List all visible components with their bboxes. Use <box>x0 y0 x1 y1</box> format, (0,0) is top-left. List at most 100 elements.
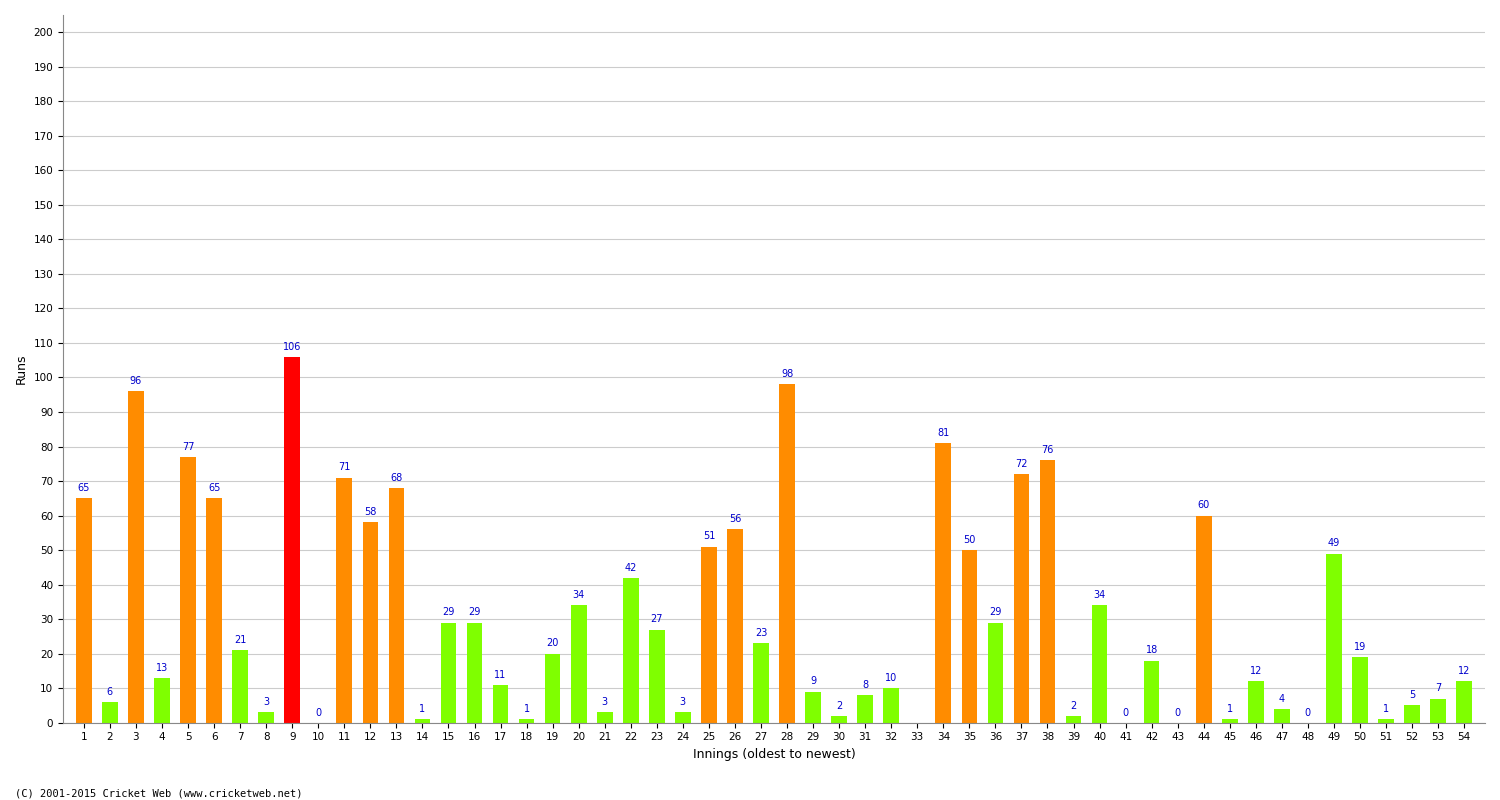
Text: 6: 6 <box>106 687 112 697</box>
Bar <box>466 622 483 722</box>
Text: 65: 65 <box>209 483 220 493</box>
Text: 19: 19 <box>1354 642 1366 652</box>
Bar <box>285 357 300 722</box>
Bar <box>1378 719 1394 722</box>
Bar <box>492 685 508 722</box>
Bar <box>728 530 742 722</box>
Bar <box>1092 606 1107 722</box>
Bar <box>363 522 378 722</box>
Text: 13: 13 <box>156 662 168 673</box>
Text: 10: 10 <box>885 673 897 683</box>
Text: 65: 65 <box>78 483 90 493</box>
Bar <box>675 712 690 722</box>
Text: 1: 1 <box>1383 704 1389 714</box>
Bar <box>1352 657 1368 722</box>
Bar <box>1274 709 1290 722</box>
Text: 29: 29 <box>468 607 480 618</box>
Bar <box>884 688 898 722</box>
Text: 4: 4 <box>1280 694 1286 704</box>
Bar <box>128 391 144 722</box>
Text: 0: 0 <box>315 707 321 718</box>
Bar <box>76 498 92 722</box>
Text: 0: 0 <box>1305 707 1311 718</box>
X-axis label: Innings (oldest to newest): Innings (oldest to newest) <box>693 748 855 761</box>
Text: 72: 72 <box>1016 459 1028 469</box>
Bar <box>936 443 951 722</box>
Text: 77: 77 <box>182 442 195 452</box>
Text: 96: 96 <box>130 376 142 386</box>
Bar <box>544 654 561 722</box>
Bar <box>258 712 274 722</box>
Text: 34: 34 <box>1094 590 1106 600</box>
Bar <box>700 546 717 722</box>
Text: 27: 27 <box>651 614 663 624</box>
Bar <box>207 498 222 722</box>
Text: 12: 12 <box>1250 666 1262 676</box>
Text: 106: 106 <box>284 342 302 351</box>
Bar <box>1065 716 1082 722</box>
Text: 49: 49 <box>1328 538 1340 548</box>
Bar <box>962 550 976 722</box>
Bar <box>806 692 820 722</box>
Bar <box>1248 682 1263 722</box>
Bar <box>987 622 1004 722</box>
Bar <box>102 702 117 722</box>
Bar <box>232 650 248 722</box>
Text: 20: 20 <box>546 638 560 649</box>
Text: 34: 34 <box>573 590 585 600</box>
Bar <box>154 678 170 722</box>
Text: 5: 5 <box>1408 690 1414 700</box>
Bar <box>753 643 770 722</box>
Text: 76: 76 <box>1041 445 1053 455</box>
Bar <box>1431 698 1446 722</box>
Text: 2: 2 <box>836 701 842 710</box>
Bar <box>622 578 639 722</box>
Text: 68: 68 <box>390 473 402 482</box>
Text: 60: 60 <box>1197 501 1210 510</box>
Bar <box>572 606 586 722</box>
Text: 7: 7 <box>1436 683 1442 694</box>
Bar <box>597 712 612 722</box>
Text: 98: 98 <box>782 370 794 379</box>
Text: 11: 11 <box>495 670 507 679</box>
Text: 51: 51 <box>702 531 715 542</box>
Text: 23: 23 <box>754 628 766 638</box>
Bar <box>1144 661 1160 722</box>
Text: 8: 8 <box>862 680 868 690</box>
Bar <box>336 478 352 722</box>
Bar <box>388 488 404 722</box>
Text: (C) 2001-2015 Cricket Web (www.cricketweb.net): (C) 2001-2015 Cricket Web (www.cricketwe… <box>15 788 303 798</box>
Bar <box>1326 554 1342 722</box>
Text: 50: 50 <box>963 535 975 545</box>
Bar <box>180 457 196 722</box>
Text: 9: 9 <box>810 677 816 686</box>
Text: 56: 56 <box>729 514 741 524</box>
Text: 58: 58 <box>364 507 376 518</box>
Bar <box>1222 719 1238 722</box>
Text: 1: 1 <box>420 704 426 714</box>
Text: 42: 42 <box>624 562 638 573</box>
Text: 29: 29 <box>442 607 454 618</box>
Y-axis label: Runs: Runs <box>15 354 28 384</box>
Bar <box>1040 460 1056 722</box>
Bar <box>441 622 456 722</box>
Text: 3: 3 <box>602 697 608 707</box>
Bar <box>1456 682 1472 722</box>
Text: 0: 0 <box>1122 707 1128 718</box>
Bar <box>414 719 430 722</box>
Bar <box>650 630 664 722</box>
Bar <box>831 716 848 722</box>
Bar <box>1404 706 1420 722</box>
Text: 2: 2 <box>1071 701 1077 710</box>
Text: 0: 0 <box>1174 707 1180 718</box>
Text: 18: 18 <box>1146 646 1158 655</box>
Text: 12: 12 <box>1458 666 1470 676</box>
Bar <box>1196 515 1212 722</box>
Bar <box>858 695 873 722</box>
Text: 21: 21 <box>234 635 246 645</box>
Text: 81: 81 <box>938 428 950 438</box>
Text: 3: 3 <box>680 697 686 707</box>
Text: 3: 3 <box>262 697 268 707</box>
Text: 1: 1 <box>1227 704 1233 714</box>
Bar <box>519 719 534 722</box>
